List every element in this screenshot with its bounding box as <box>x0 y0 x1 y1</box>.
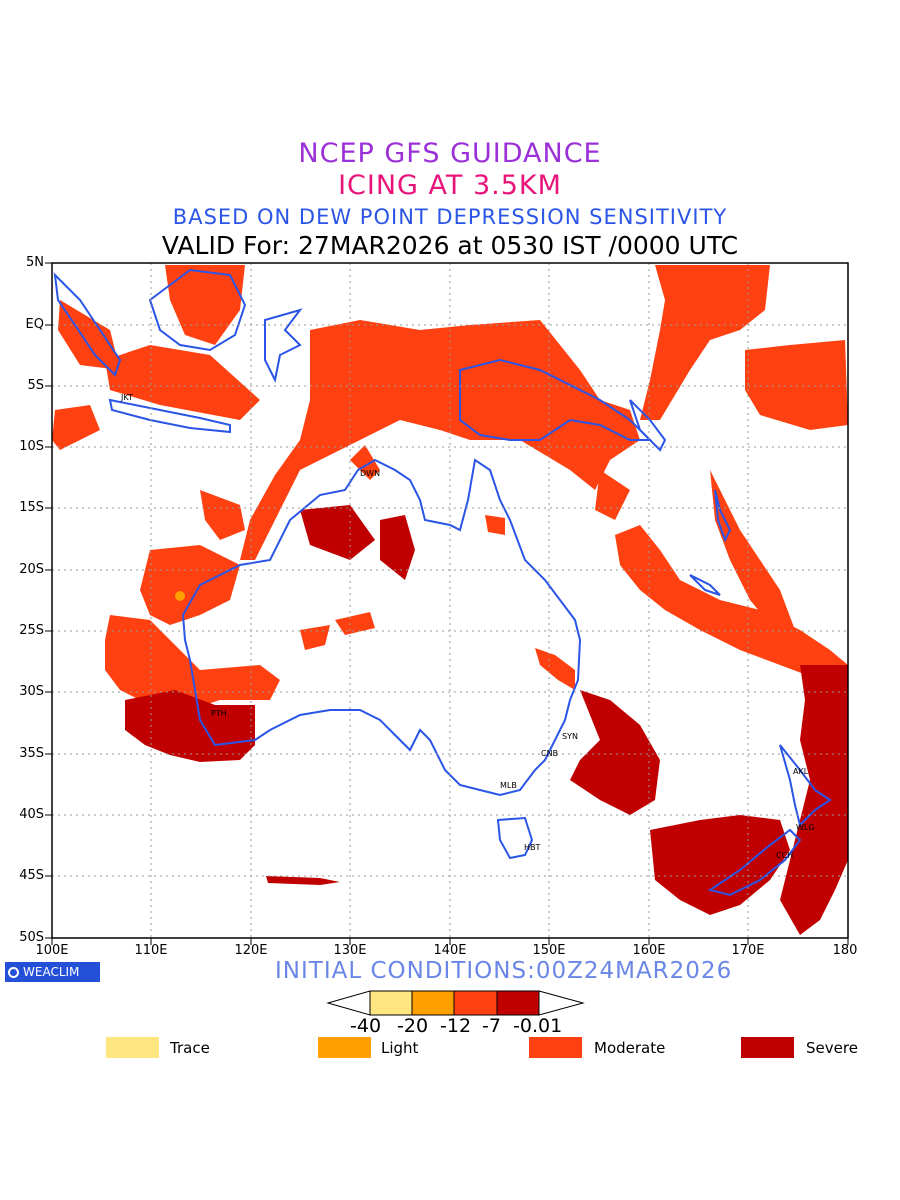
icing-region-moderate <box>52 405 100 450</box>
initial-conditions: INITIAL CONDITIONS:00Z24MAR2026 <box>275 958 733 984</box>
lon-label: 180 <box>832 943 858 958</box>
icing-region-severe <box>300 505 375 560</box>
icing-region-moderate <box>640 265 770 420</box>
icing-region-moderate <box>595 470 630 520</box>
lat-label: 25S <box>19 623 44 638</box>
icing-region-severe <box>570 690 660 815</box>
coastline-borneo <box>148 268 247 352</box>
colorbar-tick: -12 <box>440 1015 472 1037</box>
coastline-java <box>108 398 231 434</box>
coastline-sumatra <box>53 272 122 377</box>
lon-label: 150E <box>532 943 566 958</box>
legend-swatch-severe <box>741 1037 794 1058</box>
legend-label-moderate: Moderate <box>594 1039 666 1057</box>
city-label: PTH <box>211 709 227 718</box>
coastline-new-caledonia <box>689 574 721 596</box>
lat-label: 50S <box>19 930 44 945</box>
lat-label: 40S <box>19 807 44 822</box>
coastline-vanuatu <box>714 489 732 543</box>
legend-label-severe: Severe <box>806 1039 858 1057</box>
icing-region-severe <box>650 815 790 915</box>
legend-swatch-light <box>318 1037 371 1058</box>
icing-region-moderate <box>615 525 848 690</box>
colorbar-tick: -20 <box>397 1015 429 1037</box>
lon-label: 140E <box>433 943 467 958</box>
icing-region-moderate <box>350 445 380 480</box>
icing-region-severe <box>780 665 848 935</box>
lon-label: 100E <box>35 943 69 958</box>
colorbar-tick: -40 <box>350 1015 382 1037</box>
icing-region-moderate <box>745 340 848 430</box>
icing-region-moderate <box>140 545 240 625</box>
coastline-sulawesi <box>264 308 303 384</box>
icing-region-moderate <box>200 490 245 540</box>
title-product: ICING AT 3.5KM <box>338 170 562 201</box>
icing-region-severe <box>125 690 255 762</box>
coastline-nz-north <box>779 744 832 827</box>
lon-label: 160E <box>632 943 666 958</box>
lat-label: 5S <box>27 378 44 393</box>
city-label: HBT <box>524 843 541 852</box>
legend-swatch-moderate <box>529 1037 582 1058</box>
lat-label: 10S <box>19 439 44 454</box>
city-label: WLG <box>796 823 815 832</box>
city-label: SYN <box>562 732 578 741</box>
city-label: AKL <box>793 767 809 776</box>
lon-label: 130E <box>333 943 367 958</box>
title-valid-time: VALID For: 27MAR2026 at 0530 IST /0000 U… <box>161 231 739 260</box>
legend-label-trace: Trace <box>170 1039 210 1057</box>
legend-label-light: Light <box>381 1039 419 1057</box>
icing-region-moderate <box>535 648 575 690</box>
lat-label: 35S <box>19 746 44 761</box>
lat-label: 20S <box>19 562 44 577</box>
lon-label: 170E <box>731 943 765 958</box>
icing-region-severe <box>266 876 340 885</box>
icing-region-moderate <box>58 300 120 370</box>
lon-label: 110E <box>134 943 168 958</box>
city-label: CNB <box>541 749 558 758</box>
title-model: NCEP GFS GUIDANCE <box>298 138 602 169</box>
city-label: DWN <box>360 469 380 478</box>
icing-region-moderate <box>105 615 280 710</box>
lon-label: 120E <box>234 943 268 958</box>
icing-region-severe <box>380 515 415 580</box>
lat-label: 5N <box>26 255 44 270</box>
coastline-nz-south <box>707 828 802 897</box>
logo-text: WEACLIM <box>23 965 80 979</box>
lat-label: 45S <box>19 868 44 883</box>
weaclim-logo: WEACLIM <box>5 962 100 982</box>
icing-region-moderate <box>300 625 330 650</box>
city-label: MLB <box>500 781 517 790</box>
title-method: BASED ON DEW POINT DEPRESSION SENSITIVIT… <box>172 205 728 229</box>
icing-region-moderate <box>485 515 505 535</box>
icing-region-light <box>175 591 185 601</box>
coastline-new-guinea <box>459 358 653 441</box>
icing-region-moderate <box>165 265 245 345</box>
icing-region-moderate <box>240 320 640 560</box>
coastline-layer <box>53 268 832 897</box>
icing-region-moderate <box>335 612 375 635</box>
legend-swatch-trace <box>106 1037 159 1058</box>
coastline-tasmania <box>496 816 534 860</box>
city-label: CCH <box>776 851 793 860</box>
icing-region-moderate <box>710 470 795 630</box>
lat-label: 15S <box>19 500 44 515</box>
lat-label: EQ <box>25 317 44 332</box>
coastline-australia <box>181 458 582 797</box>
icing-region-moderate <box>105 345 260 420</box>
colorbar-tick: -0.01 <box>513 1015 563 1037</box>
graticule <box>52 263 848 938</box>
logo-ring-icon <box>8 966 19 978</box>
colorbar-tick: -7 <box>482 1015 501 1037</box>
lat-label: 30S <box>19 684 44 699</box>
city-label: JKT <box>120 393 133 402</box>
icing-fill-layer <box>52 265 848 935</box>
coastline-solomons <box>629 399 667 452</box>
